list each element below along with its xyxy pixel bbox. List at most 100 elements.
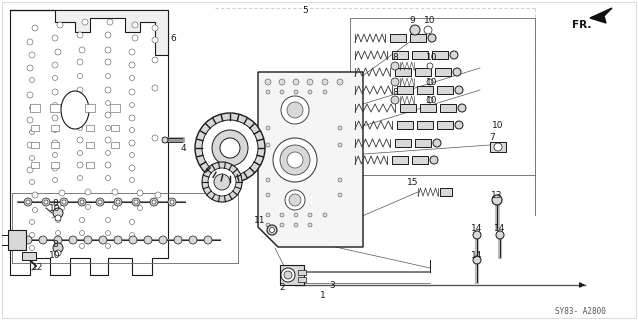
Circle shape [129,89,135,95]
Circle shape [430,156,438,164]
Circle shape [105,175,110,180]
Bar [86,125,94,131]
Text: 8: 8 [52,239,58,249]
Circle shape [129,115,135,121]
Circle shape [308,90,312,94]
Circle shape [129,49,135,55]
Circle shape [266,90,270,94]
Circle shape [473,231,481,239]
Circle shape [323,90,327,94]
Text: 8: 8 [392,52,398,61]
Circle shape [29,130,34,134]
Circle shape [132,22,138,28]
Circle shape [293,79,299,85]
Circle shape [105,244,110,249]
Bar [410,34,426,42]
Circle shape [57,22,63,28]
Bar [417,86,433,94]
Circle shape [427,79,433,85]
Circle shape [289,194,301,206]
Circle shape [33,207,38,212]
Circle shape [266,223,270,227]
Circle shape [159,236,167,244]
Circle shape [322,79,328,85]
Text: 9: 9 [409,15,415,25]
Bar [417,121,433,129]
Circle shape [338,126,342,130]
Bar [412,156,428,164]
Text: 5: 5 [302,5,308,14]
Circle shape [338,143,342,147]
Text: 15: 15 [407,178,419,187]
Circle shape [52,76,57,81]
Circle shape [494,143,502,151]
Circle shape [29,106,34,110]
Text: 10: 10 [426,77,438,86]
Circle shape [473,256,481,264]
Circle shape [204,236,212,244]
Circle shape [294,213,298,217]
Bar [31,162,39,168]
Circle shape [56,218,61,222]
Circle shape [168,198,176,206]
Text: 10: 10 [424,15,436,25]
Bar [110,104,120,112]
Circle shape [77,125,82,131]
Circle shape [29,77,34,83]
Circle shape [410,25,420,35]
Circle shape [29,233,34,237]
Circle shape [24,198,32,206]
Circle shape [337,79,343,85]
Circle shape [202,162,242,202]
Bar [435,68,451,76]
Circle shape [308,213,312,217]
Bar [490,142,506,152]
Bar [397,121,413,129]
Bar [280,265,304,285]
Circle shape [56,244,61,249]
Circle shape [27,92,33,98]
Bar [51,162,59,168]
Bar [31,142,39,148]
Bar [298,270,306,275]
Circle shape [85,189,91,195]
Circle shape [53,243,63,253]
Bar [412,51,428,59]
Text: 14: 14 [494,223,506,233]
Circle shape [107,19,113,25]
Circle shape [79,47,85,53]
Circle shape [130,102,135,108]
Text: 12: 12 [33,263,43,273]
Circle shape [105,32,111,38]
Circle shape [44,200,48,204]
Circle shape [105,162,111,168]
Text: 14: 14 [471,251,483,260]
Circle shape [105,125,110,131]
Circle shape [80,200,84,204]
Circle shape [77,162,83,168]
Circle shape [77,112,83,118]
Circle shape [29,52,35,58]
Circle shape [105,150,110,156]
Circle shape [208,168,236,196]
Circle shape [266,213,270,217]
Circle shape [427,97,433,103]
Bar [400,104,416,112]
Circle shape [56,230,61,236]
Circle shape [52,89,58,95]
Circle shape [155,192,161,198]
Circle shape [114,198,122,206]
Polygon shape [10,10,168,55]
Circle shape [287,102,303,118]
Bar [111,125,119,131]
Bar [415,139,431,147]
Circle shape [220,138,240,158]
Circle shape [281,96,309,124]
Text: 2: 2 [279,284,285,292]
Circle shape [212,130,248,166]
Circle shape [130,178,135,182]
Circle shape [77,150,82,156]
Circle shape [105,218,110,222]
Circle shape [55,215,61,221]
Circle shape [42,198,50,206]
